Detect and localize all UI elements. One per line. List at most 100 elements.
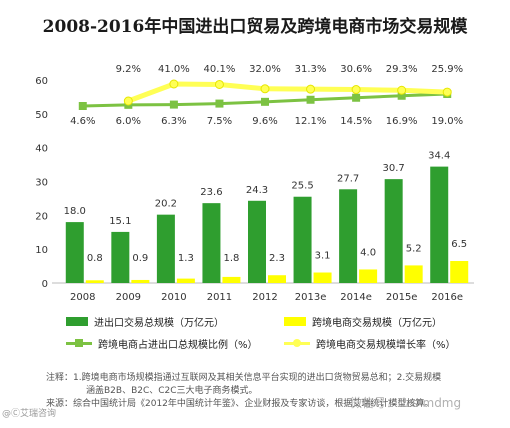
bar-total-trade — [248, 200, 266, 283]
source-logo: @Ⓒ艾瑞咨询 — [2, 409, 57, 419]
bar-value-label: 4.0 — [360, 247, 376, 258]
bar-cross-border — [176, 278, 195, 283]
legend-item-cross-border: 跨境电商交易规模（万亿元） — [284, 314, 442, 329]
legend-label: 跨境电商占进出口总规模比例（%） — [98, 340, 258, 351]
x-tick-label: 2011 — [207, 292, 232, 303]
bar-value-label: 1.3 — [178, 253, 194, 264]
note-line: 注释：1.跨境电商市场规模指通过互联网及其相关信息平台实现的进出口货物贸易总和；… — [46, 373, 442, 383]
x-tick-label: 2010 — [161, 292, 186, 303]
bar-total-trade — [339, 189, 358, 283]
legend-item-growth-rate: 跨境电商交易规模增长率（%） — [284, 336, 456, 351]
legend-swatch-green-bar — [66, 317, 88, 326]
bar-value-label: 24.3 — [246, 185, 268, 196]
line-value-label: 6.0% — [116, 116, 141, 127]
bar-cross-border — [359, 269, 378, 283]
line-value-label: 30.6% — [340, 64, 372, 75]
legend-swatch-green-line — [66, 339, 92, 348]
y-tick-label: 60 — [35, 76, 48, 87]
point-share-ratio — [306, 95, 315, 104]
bar-total-trade — [111, 231, 130, 283]
point-growth-rate — [442, 87, 452, 97]
bar-value-label: 6.5 — [451, 239, 467, 250]
line-value-label: 25.9% — [431, 64, 463, 75]
legend-swatch-yellow-bar — [284, 317, 306, 326]
line-value-label: 32.0% — [249, 64, 281, 75]
line-value-label: 4.6% — [70, 116, 95, 127]
y-tick-label: 40 — [35, 144, 48, 155]
x-tick-label: 2016e — [431, 292, 463, 303]
legend-label: 跨境电商交易规模增长率（%） — [316, 340, 456, 351]
line-value-label: 29.3% — [386, 64, 418, 75]
line-value-label: 16.9% — [386, 116, 418, 127]
y-tick-label: 10 — [35, 245, 48, 256]
legend-swatch-yellow-line — [284, 339, 310, 348]
bar-cross-border — [313, 272, 332, 283]
point-growth-rate — [123, 96, 133, 106]
point-growth-rate — [214, 79, 224, 89]
line-value-label: 19.0% — [431, 116, 463, 127]
note-line: 涵盖B2B、B2C、C2C三大电子商务模式。 — [86, 386, 258, 396]
point-share-ratio — [352, 93, 361, 102]
bar-value-label: 18.0 — [64, 206, 86, 217]
line-value-label: 14.5% — [340, 116, 372, 127]
point-share-ratio — [169, 100, 178, 109]
bar-total-trade — [430, 166, 449, 283]
bar-value-label: 1.8 — [223, 253, 239, 264]
bar-value-label: 34.4 — [428, 151, 450, 162]
point-share-ratio — [261, 97, 269, 106]
line-value-label: 31.3% — [295, 64, 327, 75]
y-tick-label: 50 — [35, 110, 48, 121]
y-tick-label: 0 — [42, 279, 48, 290]
note-line: 来源：综合中国统计局《2012年中国统计年鉴》、企业财报及专家访谈，根据艾瑞统计… — [46, 399, 434, 409]
line-value-label: 9.2% — [116, 64, 141, 75]
bar-total-trade — [65, 222, 84, 283]
bar-value-label: 20.2 — [155, 199, 177, 210]
bar-cross-border — [268, 275, 286, 283]
bar-value-label: 0.9 — [132, 253, 148, 264]
bar-value-label: 5.2 — [406, 243, 422, 254]
bar-value-label: 0.8 — [87, 253, 103, 264]
point-growth-rate — [306, 84, 316, 94]
bar-value-label: 30.7 — [383, 163, 405, 174]
y-tick-label: 20 — [35, 211, 48, 222]
x-tick-label: 2009 — [116, 292, 141, 303]
chart-notes: 注释：1.跨境电商市场规模指通过互联网及其相关信息平台实现的进出口货物贸易总和；… — [46, 372, 506, 411]
chart-title: 2008-2016年中国进出口贸易及跨境电商市场交易规模 — [42, 17, 468, 37]
bar-value-label: 2.3 — [269, 253, 285, 264]
legend-item-total-trade: 进出口交易总规模（万亿元） — [66, 314, 224, 329]
legend-item-share-ratio: 跨境电商占进出口总规模比例（%） — [66, 336, 258, 351]
bar-cross-border — [450, 261, 469, 283]
bar-cross-border — [131, 279, 150, 283]
line-value-label: 6.3% — [161, 116, 186, 127]
legend-label: 进出口交易总规模（万亿元） — [94, 318, 224, 329]
line-growth-rate — [127, 81, 448, 104]
x-tick-label: 2015e — [386, 292, 418, 303]
point-growth-rate — [351, 85, 361, 95]
line-value-label: 9.6% — [252, 116, 277, 127]
point-share-ratio — [215, 99, 224, 108]
bar-value-label: 23.6 — [200, 187, 222, 198]
point-growth-rate — [260, 84, 270, 94]
bar-cross-border — [85, 280, 104, 283]
bar-value-label: 15.1 — [109, 216, 131, 227]
point-share-ratio — [78, 102, 87, 110]
line-value-label: 40.1% — [204, 64, 236, 75]
bar-total-trade — [384, 179, 403, 283]
bar-value-label: 27.7 — [337, 173, 359, 184]
x-tick-label: 2014e — [340, 292, 372, 303]
line-value-label: 12.1% — [295, 116, 327, 127]
y-tick-label: 30 — [35, 178, 48, 189]
point-growth-rate — [169, 79, 179, 89]
line-value-label: 7.5% — [207, 116, 232, 127]
point-share-ratio — [397, 91, 406, 100]
bar-total-trade — [202, 203, 221, 283]
point-growth-rate — [397, 85, 407, 95]
bar-value-label: 25.5 — [291, 181, 313, 192]
bar-total-trade — [156, 214, 175, 283]
bar-cross-border — [222, 276, 241, 283]
watermark-text: 微信号：dzs-mdmg — [350, 396, 462, 410]
bar-value-label: 3.1 — [315, 251, 331, 262]
x-tick-label: 2012 — [252, 292, 277, 303]
x-tick-label: 2013e — [295, 292, 327, 303]
